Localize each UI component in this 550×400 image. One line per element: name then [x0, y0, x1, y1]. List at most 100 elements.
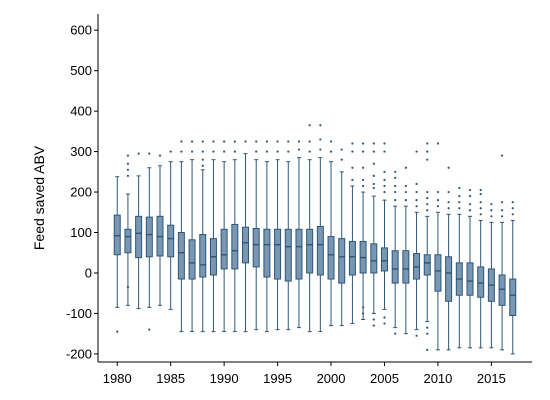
x-tick-label: 1990: [210, 371, 239, 386]
y-tick-label: -100: [66, 306, 92, 321]
outlier-point: [383, 316, 386, 319]
outlier-point: [383, 322, 386, 325]
outlier-point: [362, 142, 365, 145]
outlier-point: [308, 150, 311, 153]
box-2009: [423, 142, 431, 351]
outlier-point: [426, 142, 429, 145]
outlier-point: [340, 148, 343, 151]
iqr-box: [380, 247, 388, 272]
box-1998: [306, 124, 314, 333]
outlier-point: [394, 190, 397, 194]
x-tick-label: 2000: [317, 371, 346, 386]
outlier-point: [458, 207, 461, 210]
outlier-point: [223, 140, 226, 143]
outlier-point: [362, 184, 365, 188]
outlier-point: [190, 140, 194, 143]
outlier-point: [169, 150, 172, 153]
x-axis-ticks: 1980 1985 1990 1995 2000 2005 2010 2015: [103, 362, 506, 386]
y-tick-label: 100: [70, 225, 92, 240]
y-tick-label: 500: [70, 63, 92, 78]
iqr-box: [306, 228, 314, 274]
box-2011: [445, 166, 453, 351]
box-2012: [455, 186, 463, 349]
box-1999: [316, 124, 324, 333]
outlier-point: [447, 190, 450, 194]
box-1993: [252, 140, 260, 331]
iqr-box: [327, 236, 335, 280]
outlier-point: [426, 332, 429, 335]
outlier-point: [415, 150, 418, 153]
box-1989: [209, 140, 217, 333]
iqr-box: [434, 254, 442, 292]
iqr-box: [477, 266, 485, 298]
outlier-point: [212, 140, 215, 143]
outlier-point: [383, 170, 386, 173]
box-1982: [135, 152, 143, 310]
outlier-point: [479, 192, 482, 196]
outlier-point: [372, 174, 375, 177]
outlier-point: [201, 164, 204, 167]
outlier-point: [297, 148, 301, 151]
box-1991: [231, 140, 239, 333]
outlier-point: [372, 318, 375, 321]
outlier-point: [265, 140, 268, 143]
box-2005: [380, 142, 388, 325]
box-2003: [359, 142, 367, 321]
outlier-point: [190, 150, 194, 153]
outlier-point: [500, 215, 504, 218]
outlier-point: [244, 140, 247, 143]
outlier-point: [500, 201, 504, 204]
axes: [97, 14, 532, 363]
outlier-point: [212, 150, 215, 153]
outlier-point: [126, 168, 130, 171]
outlier-point: [479, 188, 482, 192]
box-2006: [391, 170, 399, 335]
outlier-point: [372, 162, 375, 165]
outlier-point: [415, 205, 418, 208]
box-2002: [348, 142, 356, 325]
iqr-box: [466, 262, 474, 296]
iqr-box: [231, 223, 239, 270]
outlier-point: [308, 140, 311, 143]
outlier-point: [329, 140, 333, 143]
outlier-point: [447, 166, 450, 169]
outlier-point: [394, 332, 397, 335]
box-2014: [477, 188, 485, 349]
outlier-point: [404, 199, 407, 202]
box-2017: [509, 201, 517, 355]
iqr-box: [445, 256, 453, 302]
y-axis-ticks: -200 -100 0 100 200 300 400 500 600: [66, 23, 98, 361]
outlier-point: [372, 186, 375, 190]
box-2004: [370, 142, 378, 327]
y-tick-label: 0: [85, 265, 92, 280]
outlier-point: [362, 178, 365, 182]
box-2015: [487, 203, 495, 349]
outlier-point: [362, 306, 365, 309]
outlier-point: [415, 182, 418, 186]
outlier-point: [404, 166, 407, 169]
outlier-point: [287, 140, 290, 143]
iqr-box: [402, 250, 410, 284]
outlier-point: [490, 215, 493, 218]
outlier-point: [265, 150, 268, 153]
outlier-point: [351, 166, 354, 169]
outlier-point: [308, 124, 311, 127]
outlier-point: [372, 142, 375, 145]
x-tick-label: 1995: [263, 371, 292, 386]
iqr-box: [348, 240, 356, 276]
box-1980: [113, 176, 121, 333]
outlier-point: [490, 209, 493, 212]
outlier-point: [426, 326, 429, 329]
x-tick-label: 1985: [156, 371, 185, 386]
iqr-box: [295, 228, 303, 280]
iqr-box: [199, 234, 207, 278]
outlier-point: [362, 312, 365, 315]
y-tick-label: 200: [70, 185, 92, 200]
outlier-point: [180, 150, 183, 153]
box-1990: [220, 140, 228, 333]
outlier-point: [468, 194, 472, 198]
y-tick-label: 300: [70, 144, 92, 159]
outlier-point: [436, 199, 440, 202]
outlier-point: [255, 140, 258, 143]
outlier-point: [158, 154, 162, 157]
